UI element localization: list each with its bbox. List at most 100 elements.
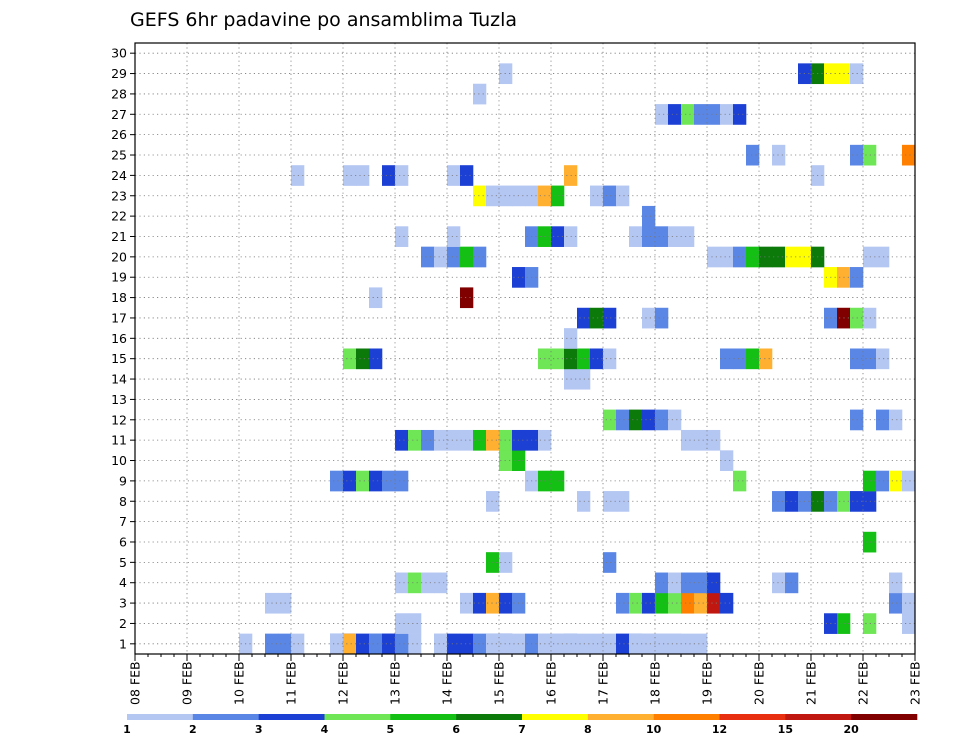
heatmap-cell	[447, 246, 461, 268]
heatmap-cell	[356, 470, 370, 492]
heatmap-cell	[577, 633, 591, 655]
heatmap-cell	[447, 165, 461, 186]
heatmap-cell	[733, 348, 747, 370]
y-tick-label: 19	[111, 270, 127, 285]
heatmap-cell	[291, 633, 305, 655]
heatmap-cell	[720, 348, 734, 370]
y-tick-label: 10	[111, 453, 127, 468]
heatmap-cell	[746, 246, 760, 268]
heatmap-cell	[473, 633, 487, 655]
legend-label: 8	[584, 723, 592, 736]
heatmap-cell	[408, 633, 422, 655]
heatmap-cell	[746, 348, 760, 370]
heatmap-cell	[486, 429, 500, 451]
heatmap-cell	[694, 592, 708, 614]
heatmap-cell	[343, 470, 357, 492]
heatmap-cell	[330, 470, 344, 492]
heatmap-cell	[460, 429, 474, 451]
heatmap-cell	[473, 429, 487, 451]
heatmap-cell	[681, 572, 695, 594]
chart-title: GEFS 6hr padavine po ansamblima Tuzla	[130, 9, 517, 31]
heatmap-cell	[395, 613, 409, 634]
y-tick-label: 23	[111, 188, 127, 203]
heatmap-cell	[603, 185, 617, 207]
heatmap-cell	[395, 470, 409, 492]
x-tick-label: 12 FEB	[336, 661, 351, 705]
heatmap-cell	[343, 633, 357, 655]
heatmap-cell	[369, 348, 383, 370]
y-tick-label: 1	[119, 636, 127, 651]
legend-label: 20	[844, 723, 860, 736]
heatmap-cell	[681, 226, 695, 247]
heatmap-cell	[603, 307, 617, 329]
heatmap-cell	[694, 104, 708, 125]
x-tick-label: 15 FEB	[492, 661, 507, 705]
heatmap-cell	[889, 470, 903, 492]
x-tick-label: 16 FEB	[544, 661, 559, 705]
legend-swatch	[324, 714, 391, 720]
heatmap-cell	[486, 592, 500, 614]
heatmap-cell	[408, 613, 422, 634]
heatmap-cell	[603, 409, 617, 431]
x-tick-label: 09 FEB	[180, 661, 195, 705]
heatmap-cell	[577, 348, 591, 370]
heatmap-cell	[668, 409, 682, 431]
heatmap-cell	[902, 613, 916, 634]
legend-label: 7	[518, 723, 526, 736]
heatmap-cell	[577, 368, 591, 390]
heatmap-cell	[421, 429, 435, 451]
heatmap-cell	[603, 633, 617, 655]
heatmap-cell	[291, 165, 305, 186]
heatmap-cell	[772, 144, 786, 166]
heatmap-cell	[655, 633, 669, 655]
legend-swatch	[456, 714, 523, 720]
heatmap-cell	[876, 409, 890, 431]
heatmap-cell	[707, 592, 721, 614]
heatmap-cell	[473, 83, 487, 105]
y-axis: 1234567891011121314151617181920212223242…	[111, 46, 135, 651]
heatmap-cell	[434, 246, 448, 268]
heatmap-cell	[629, 409, 643, 431]
heatmap-cell	[655, 226, 669, 247]
heatmap-cell	[681, 633, 695, 655]
heatmap-cell	[616, 185, 630, 207]
heatmap-cell	[421, 246, 435, 268]
heatmap-cell	[434, 572, 448, 594]
heatmap-cell	[902, 144, 916, 166]
heatmap-cell	[876, 246, 890, 268]
heatmap-cell	[655, 104, 669, 125]
heatmap-cell	[694, 572, 708, 594]
plot-frame	[134, 42, 916, 655]
heatmap-cell	[486, 552, 500, 573]
heatmap-cell	[772, 491, 786, 512]
heatmap-cell	[642, 592, 656, 614]
heatmap-cell	[629, 226, 643, 247]
grid-lines	[135, 43, 915, 654]
heatmap-cell	[577, 307, 591, 329]
y-tick-label: 29	[111, 66, 127, 81]
heatmap-cell	[460, 592, 474, 614]
y-tick-label: 7	[119, 514, 127, 529]
legend-label: 5	[387, 723, 395, 736]
heatmap-cell	[395, 226, 409, 247]
heatmap-cell	[863, 246, 877, 268]
heatmap-cell	[863, 307, 877, 329]
heatmap-cell	[642, 226, 656, 247]
heatmap-cell	[447, 429, 461, 451]
heatmap-cell	[629, 633, 643, 655]
heatmap-cell	[863, 531, 877, 553]
legend-swatch	[390, 714, 457, 720]
heatmap-cell	[707, 572, 721, 594]
x-tick-label: 10 FEB	[232, 661, 247, 705]
heatmap-cell	[733, 104, 747, 125]
legend-label: 10	[646, 723, 662, 736]
heatmap-cell	[421, 572, 435, 594]
y-tick-label: 22	[111, 209, 127, 224]
legend-label: 4	[321, 723, 329, 736]
x-tick-label: 19 FEB	[700, 661, 715, 705]
legend-label: 2	[189, 723, 197, 736]
heatmap-cell	[473, 185, 487, 207]
legend-label: 3	[255, 723, 263, 736]
heatmap-cell	[746, 144, 760, 166]
y-tick-label: 6	[119, 534, 127, 549]
